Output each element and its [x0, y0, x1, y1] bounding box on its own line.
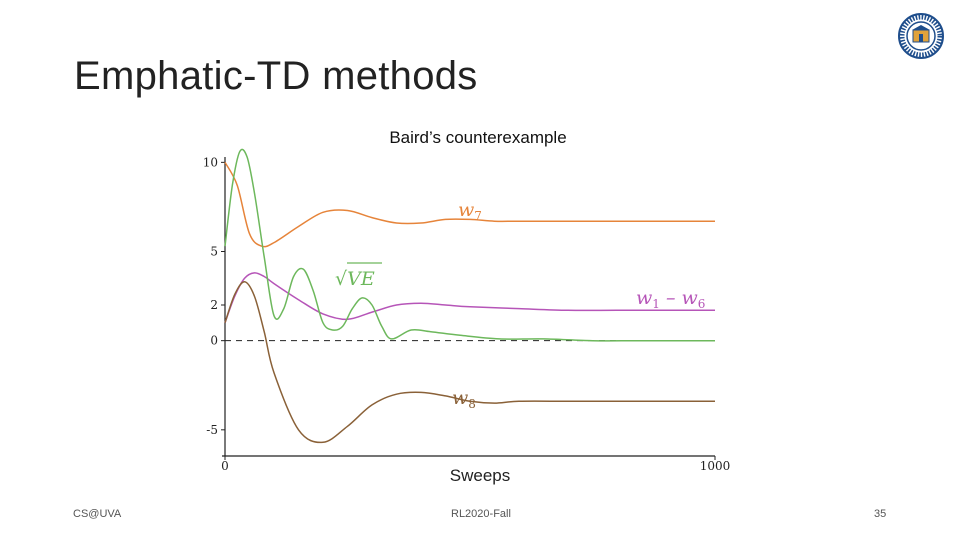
page-number: 35 [874, 508, 887, 520]
chart-title: Baird’s counterexample [389, 128, 567, 147]
x-axis-label: Sweeps [450, 466, 510, 485]
series-line-w8 [224, 281, 715, 444]
series-line-sqrt-ve [224, 148, 715, 342]
y-tick-label: 2 [210, 298, 218, 312]
series-line-w1-w6 [224, 272, 715, 324]
y-tick-label: 0 [210, 334, 218, 348]
university-seal-icon [898, 13, 944, 59]
footer-center: RL2020-Fall [451, 508, 511, 520]
footer-left: CS@UVA [73, 508, 122, 520]
series-label-w7: w7 [458, 199, 482, 223]
y-tick-label: 5 [210, 245, 218, 259]
slide-title: Emphatic-TD methods [74, 54, 478, 98]
y-tick-label: -5 [206, 423, 218, 437]
series-label-sqrt-ve: √VE [335, 268, 375, 290]
y-tick-label: 10 [203, 155, 218, 169]
x-tick-label: 0 [221, 459, 229, 473]
x-tick-label: 1000 [700, 459, 731, 473]
series-label-w1-w6: w1 – w6 [636, 287, 705, 311]
series-label-w8: w8 [452, 387, 476, 411]
